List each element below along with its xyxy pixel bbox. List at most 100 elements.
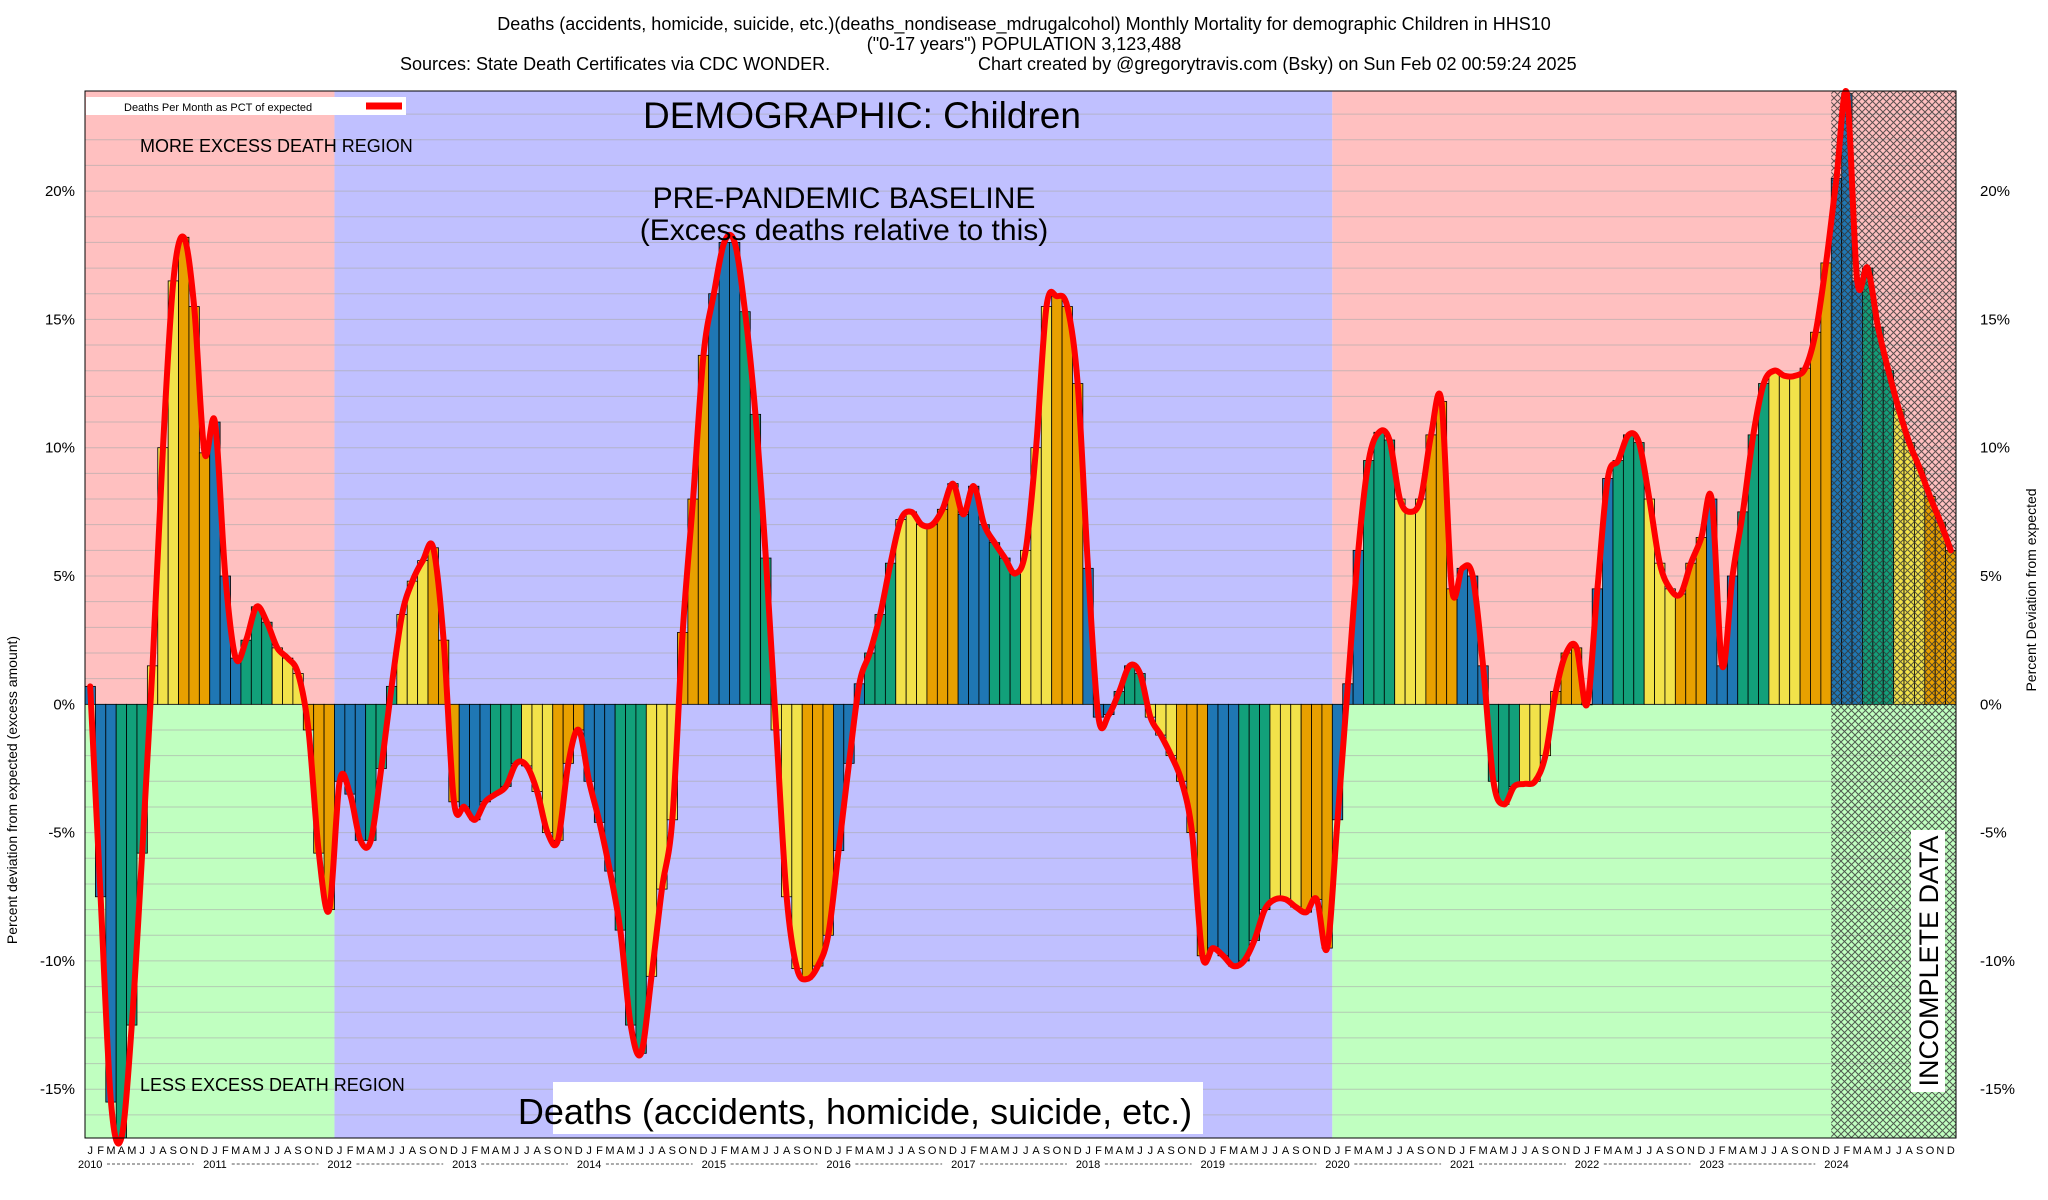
x-tick-month-label: F [1469,1145,1476,1157]
y-tick-label-right: 10% [1980,440,2010,457]
bar [1612,460,1624,705]
x-tick-month-label: J [1148,1145,1154,1157]
x-tick-month-label: M [751,1145,760,1157]
x-tick-month-label: N [1812,1145,1820,1157]
x-tick-month-label: J [711,1145,717,1157]
bar [417,560,429,705]
x-tick-month-label: A [1157,1145,1165,1157]
x-tick-month-label: J [836,1145,842,1157]
bar [708,293,720,705]
x-tick-month-label: J [1636,1145,1642,1157]
x-tick-month-label: N [315,1145,323,1157]
x-tick-month-label: A [1906,1145,1914,1157]
y-tick-label-left: -10% [40,953,75,970]
x-tick-year-label: 2011 [203,1159,227,1171]
x-tick-month-label: J [1335,1145,1341,1157]
bar [978,524,990,705]
y-tick-label-left: 0% [53,696,75,713]
x-tick-month-label: D [201,1145,209,1157]
bar [1020,549,1032,705]
x-tick-month-label: J [1584,1145,1590,1157]
bar [988,542,1001,705]
x-tick-month-label: S [1292,1145,1299,1157]
y-tick-label-left: -15% [40,1081,75,1098]
x-tick-month-label: O [1053,1145,1062,1157]
x-tick-month-label: D [1198,1145,1206,1157]
y-tick-label-right: -10% [1980,953,2015,970]
x-tick-year-label: 2012 [327,1159,351,1171]
x-tick-year-label: 2020 [1325,1159,1349,1171]
x-tick-month-label: A [1032,1145,1040,1157]
bar [1207,703,1219,949]
x-tick-year-label: 2018 [1076,1159,1100,1171]
chart-header-line2: ("0-17 years") POPULATION 3,123,488 [867,34,1182,54]
x-tick-month-label: M [377,1145,386,1157]
x-tick-month-label: J [773,1145,779,1157]
x-tick-month-label: D [575,1145,583,1157]
bar [573,703,585,731]
y-axis-title-right: Percent Deviation from expected [2023,488,2039,691]
y-tick-label-left: 5% [53,568,75,585]
x-tick-month-label: O [1676,1145,1685,1157]
x-tick-month-label: M [1229,1145,1238,1157]
x-tick-month-label: J [898,1145,904,1157]
x-tick-year-label: 2014 [577,1159,601,1171]
y-axis-left: -15% -10% -5% 0% 5% 10% 15% 20% [40,183,75,1098]
x-tick-month-label: O [304,1145,313,1157]
bar [1061,306,1073,705]
x-tick-month-label: D [1448,1145,1456,1157]
x-tick-month-label: F [970,1145,977,1157]
plot-frame [84,90,1957,1139]
bar [1009,573,1021,705]
x-tick-month-label: J [389,1145,395,1157]
bar [926,524,938,705]
series-line [87,88,1954,1147]
bar [1404,511,1416,705]
x-tick-month-label: N [1687,1145,1695,1157]
bar [469,703,481,821]
y-tick-label-left: 15% [45,311,75,328]
bar [1519,703,1531,785]
x-tick-month-label: J [649,1145,655,1157]
bar [1758,383,1770,705]
x-tick-month-label: F [1594,1145,1601,1157]
x-tick-month-label: O [1926,1145,1935,1157]
x-tick-month-label: M [855,1145,864,1157]
x-tick-month-label: M [1749,1145,1758,1157]
x-tick-month-label: J [1387,1145,1393,1157]
x-tick-month-label: O [1801,1145,1810,1157]
x-tick-month-label: A [1365,1145,1373,1157]
y-axis-title-left: Percent deviation from expected (excess … [4,636,20,944]
x-tick-month-label: J [524,1145,530,1157]
chart-header-credit: Chart created by @gregorytravis.com (Bsk… [978,54,1577,74]
x-tick-month-label: J [1647,1145,1653,1157]
x-tick-month-label: A [242,1145,250,1157]
x-tick-month-label: J [337,1145,343,1157]
x-tick-month-label: M [1104,1145,1113,1157]
x-tick-month-label: D [325,1145,333,1157]
bar [1674,593,1687,705]
bar [1820,262,1832,705]
x-tick-month-label: J [399,1145,405,1157]
x-tick-month-label: M [730,1145,739,1157]
bar [1654,562,1666,705]
x-tick-month-label: J [1460,1145,1466,1157]
x-tick-month-label: M [1728,1145,1737,1157]
x-tick-month-label: J [87,1145,93,1157]
bar [1383,439,1396,705]
x-tick-month-label: A [1407,1145,1415,1157]
x-tick-month-label: J [586,1145,592,1157]
bar [1394,498,1406,705]
x-tick-month-label: A [783,1145,791,1157]
x-tick-month-label: J [1085,1145,1091,1157]
bar [489,703,502,795]
x-tick-month-label: S [419,1145,426,1157]
x-tick-month-label: S [1043,1145,1050,1157]
bar [510,703,522,764]
y-tick-label-right: 0% [1980,696,2002,713]
x-tick-month-label: D [1323,1145,1331,1157]
x-tick-month-label: J [1137,1145,1143,1157]
x-tick-month-label: A [1116,1145,1124,1157]
bar [1269,703,1281,900]
x-tick-month-label: A [991,1145,999,1157]
